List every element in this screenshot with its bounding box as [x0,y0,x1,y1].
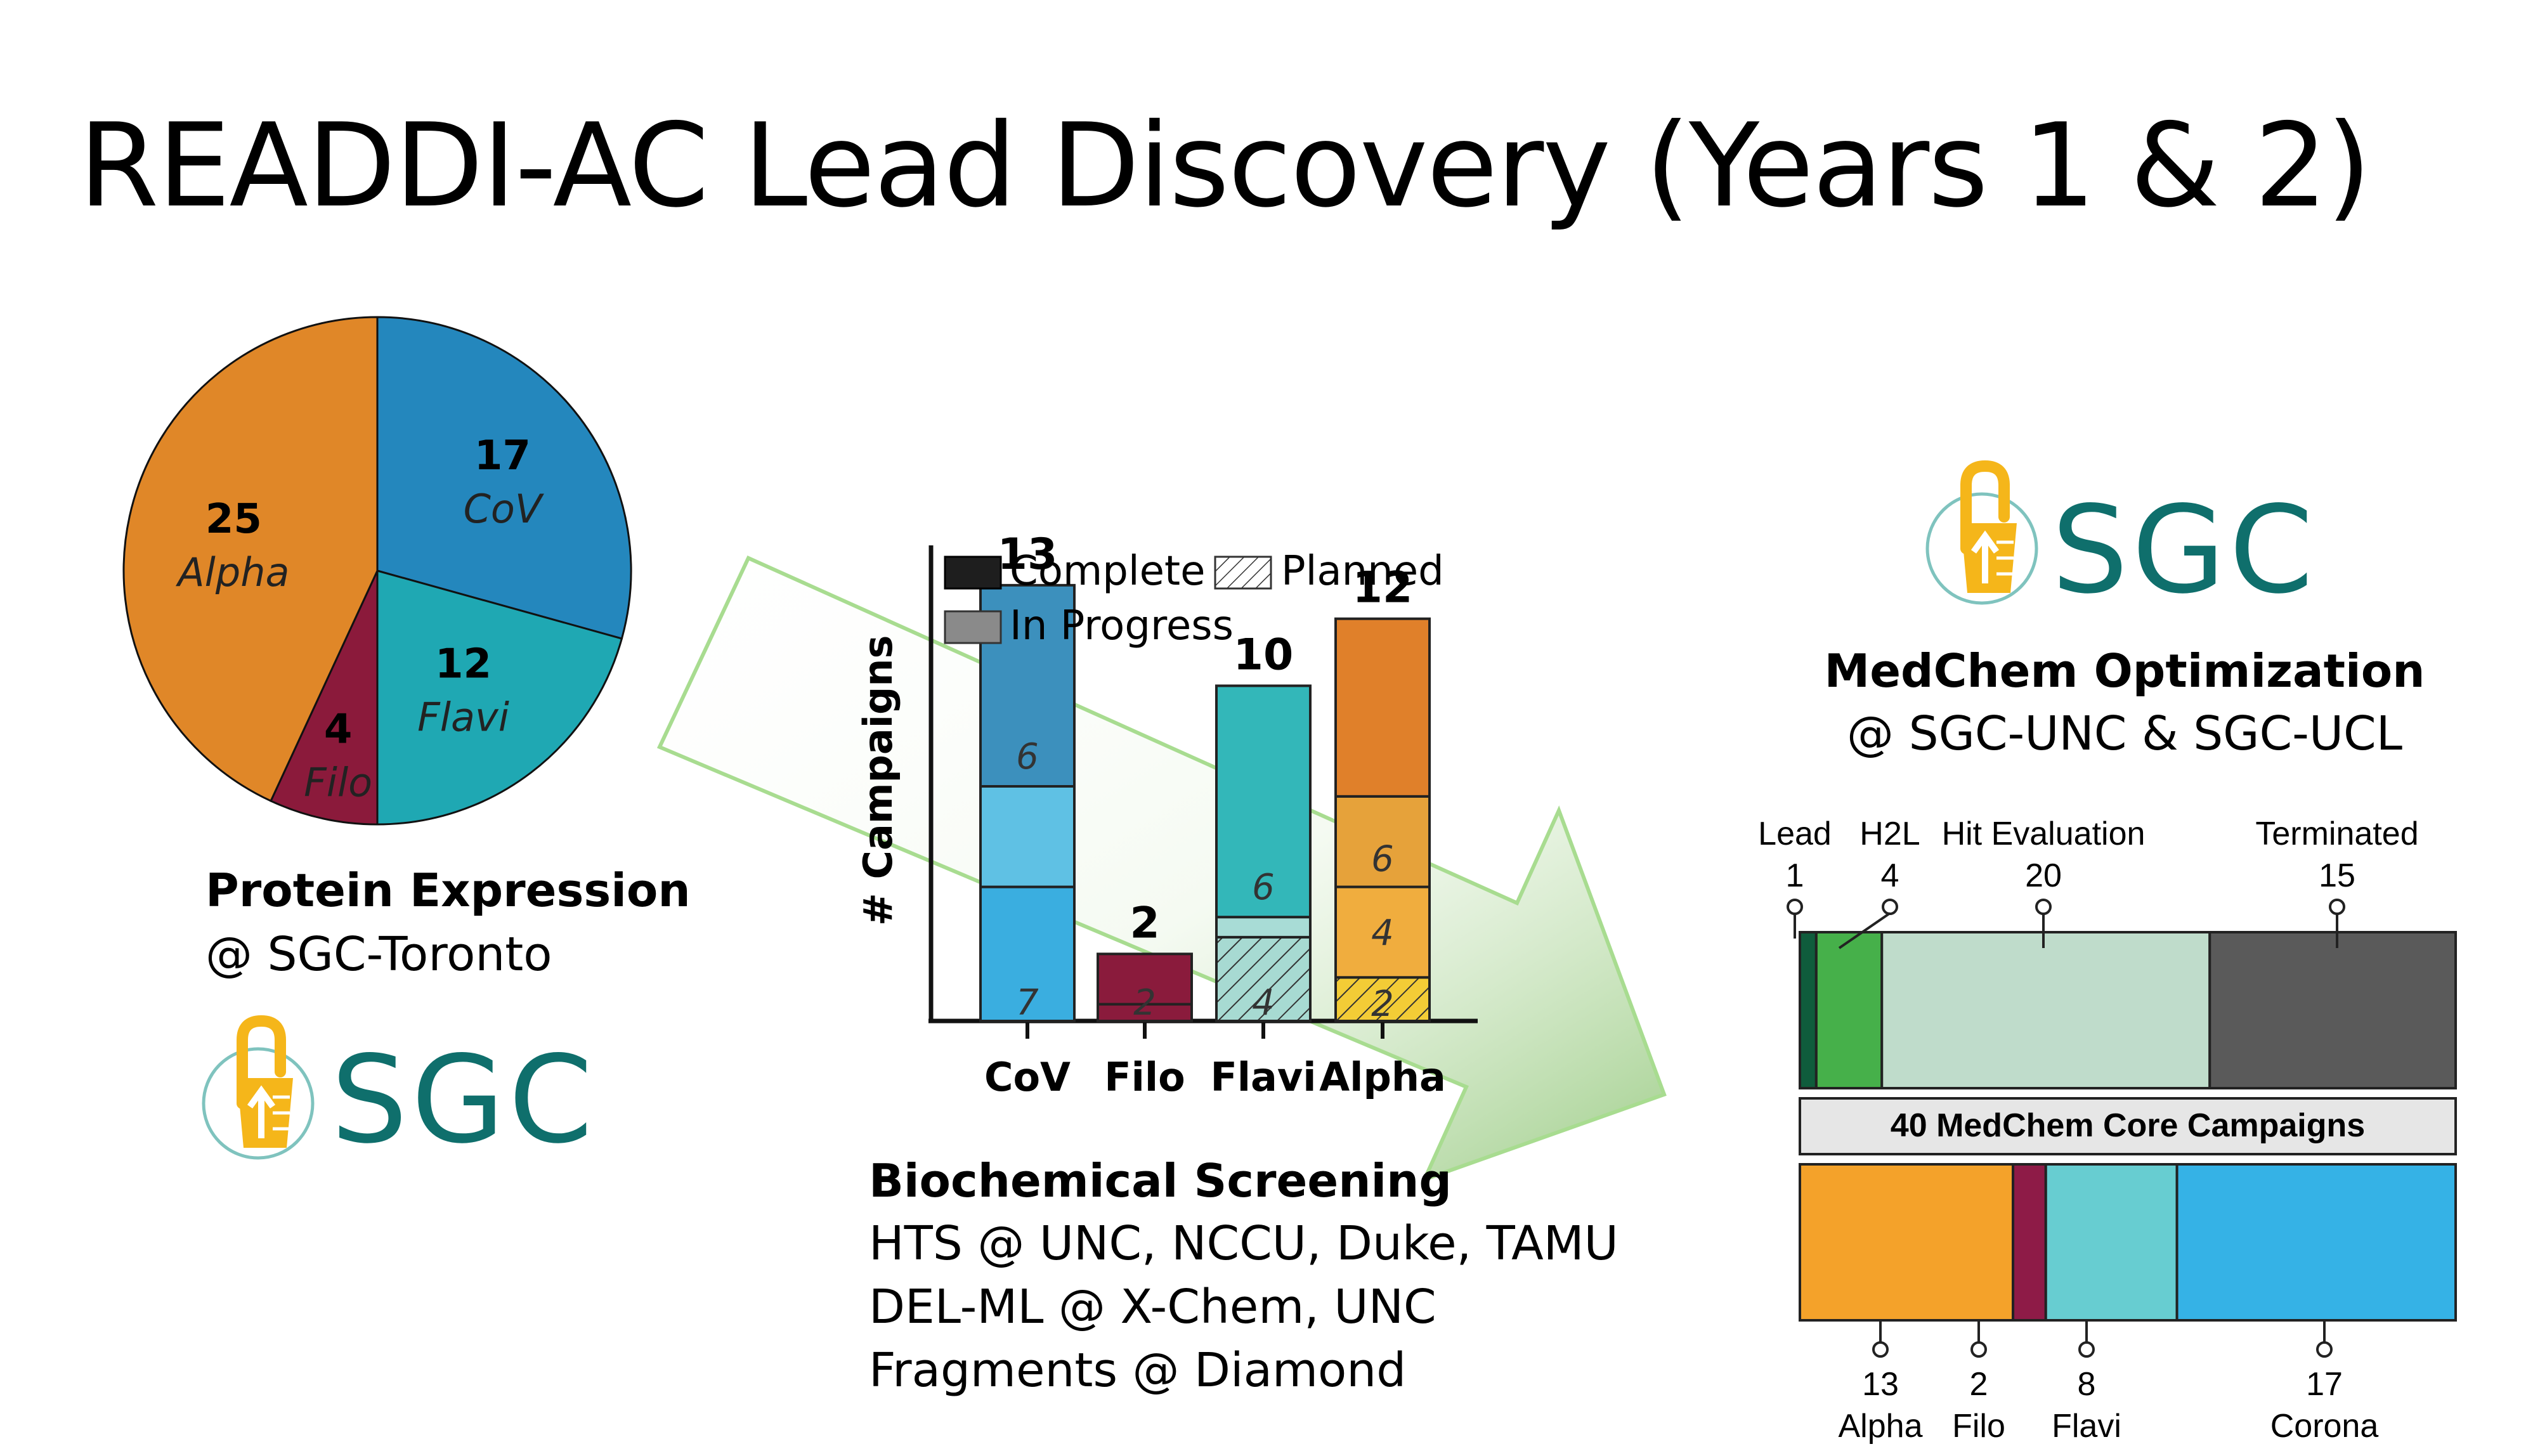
stage-name-lead: Lead [1758,816,1832,852]
medchem-title: MedChem Optimization [1824,644,2425,698]
pie-slice-alpha [122,316,379,803]
screening-line-2: DEL-ML @ X-Chem, UNC [869,1280,1436,1334]
protein-expression-location: @ SGC-Toronto [205,927,552,982]
pie-value-flavi: 12 [435,640,492,687]
bar-category-flavi: Flavi [1210,1054,1316,1100]
bar-segment-alpha-2 [1334,795,1431,888]
medchem-core-label: 40 MedChem Core Campaigns [1891,1107,2365,1144]
stage-bar-terminated [2208,931,2457,1089]
stage-count-lead: 1 [1786,857,1804,894]
bar-total-filo: 2 [1130,898,1159,948]
legend-in-progress: In Progress [1010,602,1234,649]
pie-label-cov: CoV [464,486,545,532]
bar-total-alpha: 12 [1353,563,1413,613]
bar-segment-label-alpha-2: 6 [1371,839,1394,880]
family-bar-filo [2012,1163,2047,1322]
legend-complete: Complete [1010,548,1205,595]
stage-marker-2 [2035,899,2052,915]
pie-value-cov: 17 [474,432,531,479]
family-marker-1 [1970,1341,1987,1358]
slide-title: READDI-AC Lead Discovery (Years 1 & 2) [79,98,2371,233]
stage-count-h2l: 4 [1881,857,1899,894]
bar-category-alpha: Alpha [1319,1054,1446,1100]
bar-category-filo: Filo [1104,1054,1185,1100]
bar-legend: Complete Planned In Progress [944,548,1444,649]
pie-slice-cov [376,316,632,640]
bar-segment-cov-0 [979,885,1076,1022]
pie-label-flavi: Flavi [417,694,509,740]
stage-count-hit-evaluation: 20 [2025,857,2062,894]
pie-slice-flavi [376,569,623,826]
family-marker-3 [2316,1341,2333,1358]
bar-total-flavi: 10 [1234,630,1294,680]
sgc-emblem-icon [1925,460,2038,605]
bar-segment-filo-1 [1097,952,1193,1006]
sgc-logo-text-1: SGC [331,1030,597,1170]
family-bar-corona [2175,1163,2457,1322]
bar-segment-alpha-0 [1334,976,1431,1022]
family-count-alpha: 13 [1862,1366,1899,1403]
stage-name-h2l: H2L [1859,816,1920,852]
bar-segment-label-cov-1: 6 [1016,736,1039,777]
bar-segment-label-alpha-1: 4 [1371,913,1394,954]
medchem-core-label-box: 40 MedChem Core Campaigns [1799,1097,2457,1155]
stage-bar-lead [1799,931,1818,1089]
pie-label-filo: Filo [304,759,372,805]
family-bar-flavi [2044,1163,2179,1322]
family-bar-alpha [1799,1163,2015,1322]
bar-segment-cov-1 [979,785,1076,888]
pie-value-alpha: 25 [205,496,262,543]
bar-segment-label-flavi-0: 4 [1252,982,1275,1024]
sgc-logo-1: SGC [198,1008,604,1167]
bar-segment-flavi-0 [1215,935,1312,1022]
stage-marker-0 [1787,899,1803,915]
family-count-corona: 17 [2306,1366,2343,1403]
workflow-arrow [656,556,1667,1183]
stage-bar-hit-evaluation [1880,931,2211,1089]
medchem-campaign-chart: Lead 1 H2L 4 Hit Evaluation 20 Terminated 15 13… [1758,816,2457,1445]
screening-line-1: HTS @ UNC, NCCU, Duke, TAMU [869,1216,1618,1271]
legend-planned: Planned [1281,548,1444,595]
family-marker-2 [2078,1341,2095,1358]
stage-marker-1 [1882,899,1898,915]
bar-segment-flavi-2 [1215,684,1312,919]
bar-y-axis-label: # Campaigns [855,635,901,926]
stage-count-terminated: 15 [2319,857,2355,894]
family-name-filo: Filo [1952,1408,2005,1445]
pie-label-alpha: Alpha [175,549,289,595]
bar-segment-label-flavi-1: 6 [1252,867,1275,908]
screening-bar-chart: 13 CoV 7 6 2 Filo 2 10 Flavi 4 6 12 Alpha 2 4 6 Complet… [855,533,1478,1100]
pie-value-filo: 4 [324,706,353,753]
stage-name-hit-evaluation: Hit Evaluation [1942,816,2146,852]
family-count-flavi: 8 [2078,1366,2096,1403]
pie-slice-filo [270,570,379,826]
screening-title: Biochemical Screening [869,1154,1452,1207]
bar-segment-filo-0 [1097,1003,1193,1022]
bar-segment-label-filo-0: 2 [1133,982,1156,1024]
bar-segment-alpha-3 [1334,617,1431,798]
bar-category-cov: CoV [984,1054,1071,1100]
family-name-alpha: Alpha [1839,1408,1923,1445]
family-name-flavi: Flavi [2052,1408,2121,1445]
family-name-corona: Corona [2270,1408,2379,1445]
screening-line-3: Fragments @ Diamond [869,1343,1407,1398]
family-marker-0 [1872,1341,1889,1358]
bar-segment-label-cov-0: 7 [1016,982,1039,1024]
stage-bar-h2l [1814,931,1884,1089]
protein-expression-pie-chart: 17 CoV 12 Flavi 4 Filo 25 Alpha [122,316,632,826]
family-count-filo: 2 [1970,1366,1988,1403]
sgc-emblem-icon [202,1015,315,1160]
bar-segment-label-alpha-0: 2 [1371,984,1394,1025]
medchem-location: @ SGC-UNC & SGC-UCL [1847,706,2402,761]
sgc-logo-text-2: SGC [2052,480,2317,620]
stage-marker-3 [2329,899,2345,915]
stage-name-terminated: Terminated [2255,816,2418,852]
sgc-logo-2: SGC [1922,453,2314,612]
protein-expression-title: Protein Expression [205,864,691,917]
bar-segment-flavi-1 [1215,916,1312,939]
bar-total-cov: 13 [998,533,1058,580]
